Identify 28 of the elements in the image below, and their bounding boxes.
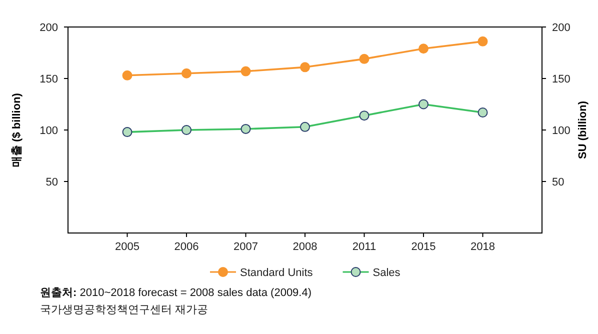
point [478, 36, 488, 46]
y-tick-label: 150 [40, 74, 58, 86]
y2-tick-label: 100 [552, 125, 570, 137]
y2-axis-title: SU (billion) [577, 100, 589, 160]
point [182, 68, 192, 78]
y-axis-title: 매출 ($ billion) [11, 92, 23, 167]
y-tick-label: 50 [46, 176, 58, 188]
point [240, 66, 251, 76]
point [122, 70, 132, 80]
x-tick-label: 2011 [352, 241, 376, 253]
x-tick-label: 2006 [174, 241, 199, 253]
y-tick-label: 100 [40, 125, 58, 137]
y2-tick-label: 50 [552, 176, 564, 188]
x-tick-label: 2008 [292, 241, 318, 253]
y2-tick-label: 200 [552, 22, 570, 34]
x-tick-label: 2015 [411, 241, 436, 253]
legend-label: Sales [372, 267, 401, 279]
point [359, 54, 370, 64]
point [300, 62, 310, 72]
legend-label: Standard Units [240, 267, 314, 279]
point [418, 44, 428, 54]
x-tick-label: 2018 [470, 241, 495, 253]
x-tick-label: 2007 [234, 241, 258, 253]
text: 국가생명공학정책연구센터 재가공 [40, 304, 208, 316]
text: 원출처: 2010~2018 forecast = 2008 sales data (2009.4) [40, 287, 312, 299]
x-tick-label: 2005 [115, 241, 140, 253]
y2-tick-label: 150 [552, 74, 570, 86]
y-tick-label: 200 [40, 22, 58, 34]
